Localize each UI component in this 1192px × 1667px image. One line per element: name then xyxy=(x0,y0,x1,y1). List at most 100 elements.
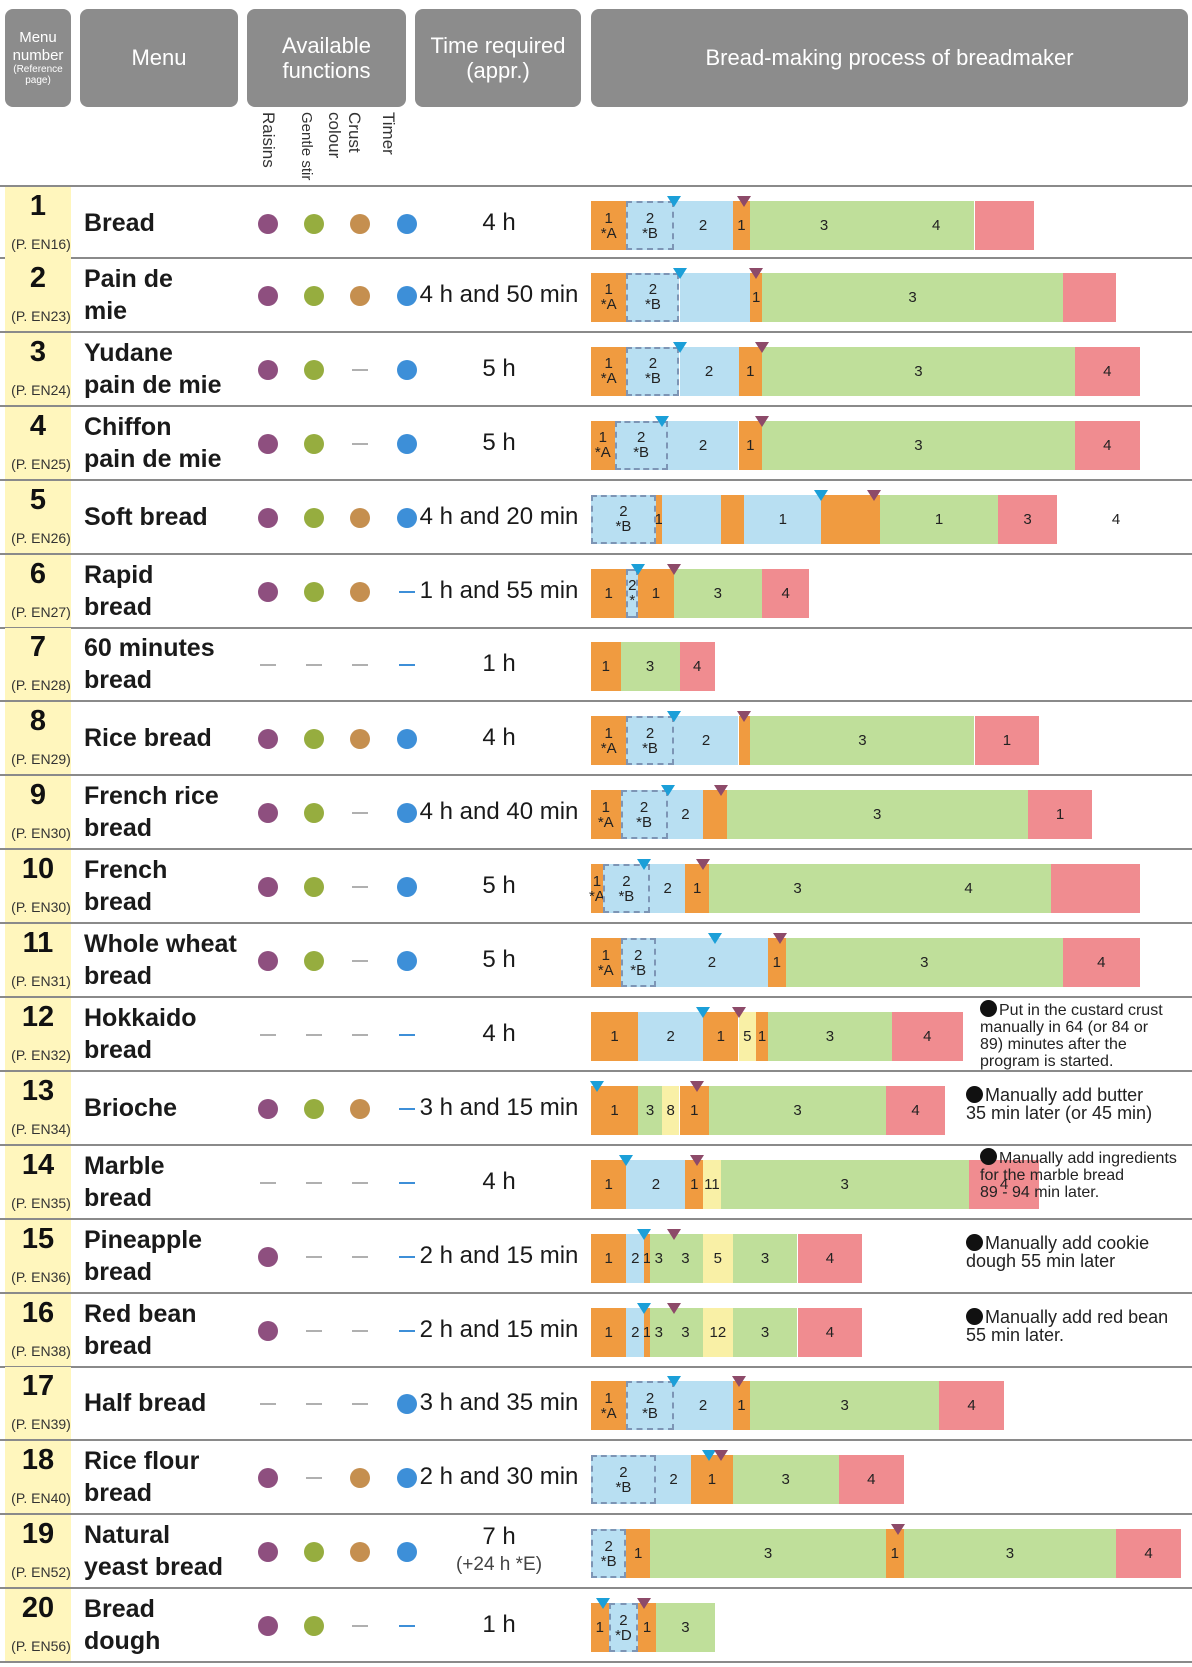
menu-number: 11 xyxy=(22,927,54,959)
process-segment-note: *A xyxy=(594,444,611,462)
process-note-line: program is started. xyxy=(980,1052,1114,1070)
process-segment: 2 *B xyxy=(626,346,680,396)
process-segment: 4 xyxy=(1057,495,1175,544)
process-segment: 1 xyxy=(1027,790,1093,840)
menu-number-cell: 7 (P. EN28) xyxy=(5,628,71,701)
reference-page: (P. EN31) xyxy=(11,973,71,989)
process-segment xyxy=(974,201,1034,250)
table-row: 10 (P. EN30) French bread 5 h 1 *A 2 *B 2 1 3 4 xyxy=(0,850,1192,925)
header-process: Bread-making process of breadmaker xyxy=(591,9,1188,107)
reference-page: (P. EN29) xyxy=(11,751,71,768)
process-segment-label: 4 xyxy=(999,1175,1009,1193)
process-segment-label: 1 xyxy=(737,217,746,234)
process-segment: 2 xyxy=(638,1011,704,1061)
bullet-icon xyxy=(980,1147,997,1165)
time-required-value: 2 h and 30 min xyxy=(419,1463,579,1491)
process-segment: 1 xyxy=(685,1159,704,1209)
bake-start-marker-icon xyxy=(867,489,882,501)
add-ingredient-marker-icon xyxy=(666,711,681,723)
menu-number-cell: 17 (P. EN39) xyxy=(5,1367,71,1440)
process-segment-note: *A xyxy=(597,813,614,831)
menu-number-cell: 16 (P. EN38) xyxy=(5,1293,71,1366)
timer-unavailable-icon xyxy=(399,1255,415,1258)
time-required-value: 5 h xyxy=(482,428,516,456)
process-segment-note: *D xyxy=(615,1626,632,1644)
bake-start-marker-icon xyxy=(690,1080,705,1092)
timer-unavailable-icon xyxy=(399,590,415,593)
process-segment: 1 *A xyxy=(591,716,627,766)
process-segment-label: 2 xyxy=(663,880,672,898)
raisins-available-icon xyxy=(258,1320,278,1341)
process-segment: 4 xyxy=(1116,1529,1181,1579)
add-ingredient-marker-icon xyxy=(660,785,675,797)
menu-name: Yudane pain de mie xyxy=(84,333,254,405)
process-segment: 2 xyxy=(655,1455,692,1505)
process-segment: 3 xyxy=(762,272,1063,322)
bake-start-marker-icon xyxy=(713,1450,728,1462)
process-segment-note: *A xyxy=(600,370,617,388)
menu-number-cell: 10 (P. EN30) xyxy=(5,850,71,923)
gentle-stir-available-icon xyxy=(304,285,324,306)
process-segment: 1 xyxy=(703,1011,739,1061)
raisins-available-icon xyxy=(258,1098,278,1119)
reference-page: (P. EN36) xyxy=(11,1268,71,1285)
process-note-line: 35 min later (or 45 min) xyxy=(966,1102,1153,1123)
menu-name: 60 minutes bread xyxy=(84,628,254,700)
process-segment: 2 xyxy=(673,716,739,766)
timer-available-icon xyxy=(397,877,417,898)
time-required: 2 h and 30 min xyxy=(418,1441,580,1513)
menu-name-line: Marble xyxy=(84,1151,165,1180)
menu-number-cell: 9 (P. EN30) xyxy=(5,776,71,849)
process-segment-label: 1 xyxy=(604,1249,613,1267)
process-segment-label: 2 xyxy=(631,1323,640,1341)
process-segment: 3 xyxy=(720,1159,969,1209)
process-segment-label: 3 xyxy=(645,1101,655,1119)
timer-unavailable-icon xyxy=(399,1329,415,1332)
add-ingredient-marker-icon xyxy=(666,1376,681,1388)
time-required: 1 h xyxy=(418,1589,580,1661)
menu-number: 19 xyxy=(21,1518,55,1551)
subheader-timer: Timer xyxy=(379,112,398,155)
process-segment: 2 *B xyxy=(591,494,656,544)
menu-number-cell: 1 (P. EN16) xyxy=(5,187,71,259)
raisins-available-icon xyxy=(258,1542,278,1563)
process-segment: 2 xyxy=(673,201,733,250)
process-segment-note: *A xyxy=(588,887,605,905)
timer-unavailable-icon xyxy=(399,1107,415,1110)
process-segment: 2 *B xyxy=(626,1381,674,1431)
time-required-value: 4 h and 20 min xyxy=(419,502,579,530)
process-segment-label: 4 xyxy=(825,1249,835,1267)
menu-name-line: Soft bread xyxy=(84,502,208,531)
process-segment-label: 1 xyxy=(716,1027,725,1045)
menu-name-line: Pineapple xyxy=(84,1225,203,1254)
menu-name-line: yeast bread xyxy=(84,1553,223,1582)
menu-name: Bread xyxy=(84,187,254,259)
menu-number-cell: 12 (P. EN32) xyxy=(5,997,71,1070)
time-required-value: 4 h xyxy=(482,209,516,236)
time-required: 4 h and 40 min xyxy=(418,776,580,848)
add-ingredient-marker-icon xyxy=(637,859,652,871)
timer-unavailable-icon xyxy=(399,1625,415,1628)
bake-start-marker-icon xyxy=(737,711,752,723)
process-segment-note: *B xyxy=(615,1478,632,1496)
process-segment-label: 1 xyxy=(604,724,613,742)
process-segment: 3 xyxy=(726,790,1028,840)
menu-name-line: Natural xyxy=(84,1521,171,1550)
reference-page: (P. EN16) xyxy=(11,236,71,252)
process-segment: 2 *B xyxy=(626,201,674,250)
menu-number-cell: 19 (P. EN52) xyxy=(5,1515,71,1588)
timer-unavailable-icon xyxy=(399,1033,415,1036)
process-segment-label: 2 xyxy=(631,1249,640,1267)
process-segment-label: 4 xyxy=(1144,1545,1153,1563)
process-segment: 1 xyxy=(738,420,763,470)
process-note-line: 89) minutes after the xyxy=(980,1035,1127,1053)
process-segment-label: 1 xyxy=(654,510,664,528)
process-segment-label: 2 xyxy=(622,872,631,890)
timer-unavailable-icon xyxy=(399,664,415,667)
process-segment: 1 *A xyxy=(588,864,605,914)
raisins-unavailable-icon xyxy=(260,1403,276,1406)
time-required-value: 1 h and 55 min xyxy=(419,576,579,604)
process-segment-label: 2 xyxy=(634,946,643,964)
process-segment: 1 *A xyxy=(591,272,627,322)
process-segment-label: 1 xyxy=(601,658,610,676)
